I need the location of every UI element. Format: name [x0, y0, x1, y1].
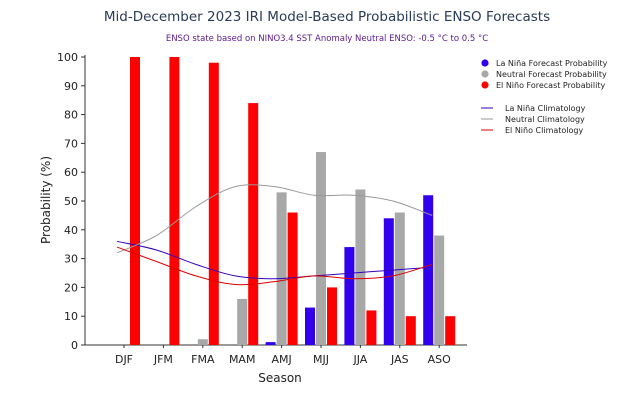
la-nina-forecast-probability-legend-label: La Niña Forecast Probability — [496, 59, 608, 68]
la-nina-climatology-legend-label: La Niña Climatology — [505, 104, 586, 113]
el-nino-forecast-probability-bar — [169, 57, 180, 345]
neutral-forecast-probability-bar — [197, 339, 208, 345]
el-nino-forecast-probability-bar — [366, 310, 377, 345]
neutral-forecast-probability-bar — [276, 192, 287, 345]
neutral-forecast-probability-bar — [394, 212, 405, 345]
el-nino-climatology-line — [116, 246, 433, 286]
y-tick-label: 100 — [57, 51, 78, 64]
el-nino-forecast-probability-bar — [445, 316, 456, 345]
neutral-climatology-legend-label: Neutral Climatology — [505, 115, 585, 124]
el-nino-forecast-probability-bar — [130, 57, 140, 345]
y-tick-label: 60 — [64, 166, 78, 179]
el-nino-forecast-probability-bar — [405, 316, 416, 345]
chart-title: Mid-December 2023 IRI Model-Based Probab… — [104, 9, 550, 25]
x-tick-label: FMA — [191, 353, 215, 366]
y-tick-label: 20 — [64, 281, 78, 294]
la-nina-forecast-probability-legend-marker — [481, 59, 489, 67]
y-tick-label: 40 — [64, 224, 78, 237]
x-tick-label: JFM — [153, 353, 173, 366]
la-nina-forecast-probability-bar — [383, 218, 394, 345]
x-tick-label: JAS — [390, 353, 409, 366]
neutral-forecast-probability-legend-label: Neutral Forecast Probability — [496, 70, 607, 79]
neutral-forecast-probability-bar — [237, 298, 248, 345]
y-tick-label: 0 — [71, 339, 78, 352]
neutral-forecast-probability-bar — [316, 152, 326, 345]
y-tick-label: 80 — [64, 109, 78, 122]
la-nina-forecast-probability-bar — [423, 195, 434, 345]
y-tick-label: 10 — [64, 310, 78, 323]
x-axis-title: Season — [258, 371, 302, 385]
el-nino-forecast-probability-legend-marker — [481, 81, 489, 89]
chart-subtitle: ENSO state based on NINO3.4 SST Anomaly … — [166, 34, 488, 44]
x-tick-label: MAM — [229, 353, 256, 366]
x-tick-label: MJJ — [313, 353, 329, 366]
neutral-climatology-line — [116, 184, 433, 254]
y-tick-label: 70 — [64, 137, 78, 150]
x-tick-label: AMJ — [271, 353, 291, 366]
neutral-forecast-probability-legend-marker — [481, 70, 489, 78]
el-nino-forecast-probability-bar — [248, 103, 259, 345]
el-nino-forecast-probability-legend-label: El Niño Forecast Probability — [496, 81, 605, 90]
plot-area: 0 10 20 30 40 50 60 70 80 90 100 DJF JFM FMA MAM AMJ MJJ… — [57, 51, 467, 366]
la-nina-forecast-probability-bar — [344, 247, 355, 345]
la-nina-climatology-line — [116, 240, 433, 280]
y-axis-title: Probability (%) — [39, 156, 53, 244]
legend: La Niña Forecast Probability Neutral Fore… — [481, 59, 608, 135]
el-nino-climatology-legend-label: El Niño Climatology — [505, 126, 583, 135]
el-nino-forecast-probability-bar — [327, 287, 337, 345]
y-tick-label: 50 — [64, 195, 78, 208]
x-tick-label: DJF — [115, 353, 133, 366]
la-nina-forecast-probability-bar — [265, 342, 276, 345]
neutral-forecast-probability-bar — [355, 189, 366, 345]
y-tick-label: 30 — [64, 253, 78, 266]
el-nino-forecast-probability-bar — [208, 62, 219, 345]
y-tick-label: 90 — [64, 80, 78, 93]
la-nina-forecast-probability-bar — [305, 307, 315, 345]
neutral-forecast-probability-bar — [434, 235, 445, 345]
x-tick-label: ASO — [428, 353, 452, 366]
x-tick-label: JJA — [352, 353, 367, 366]
